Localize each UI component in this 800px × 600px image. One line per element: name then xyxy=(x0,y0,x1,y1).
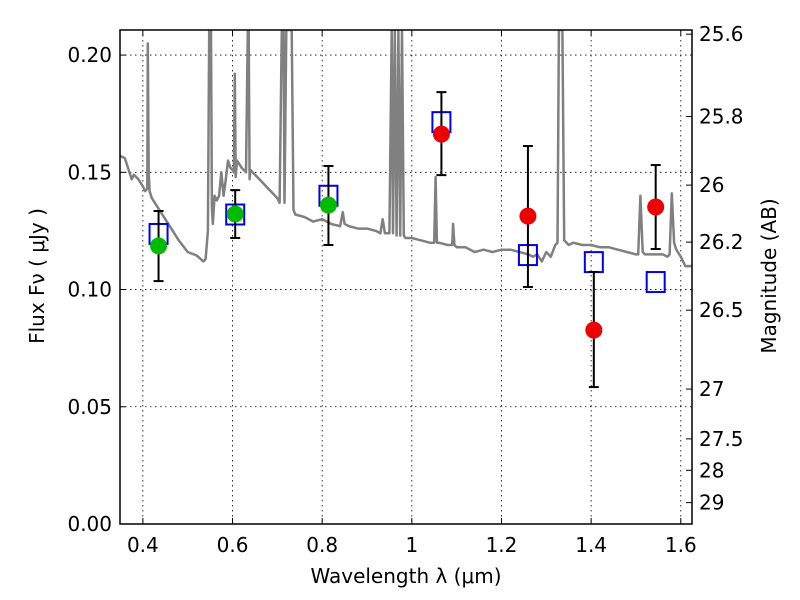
mag-tick-label: 25.6 xyxy=(699,22,744,46)
x-tick-label: 1.4 xyxy=(575,533,607,557)
model-square-marker xyxy=(645,271,666,294)
x-axis-label: Wavelength λ (μm) xyxy=(310,564,501,588)
mag-tick-label: 25.8 xyxy=(699,105,744,129)
x-tick-label: 0.4 xyxy=(127,533,159,557)
y-tick-label: 0.20 xyxy=(67,43,112,67)
x-tick-label: 1 xyxy=(405,533,418,557)
y-tick-label: 0.10 xyxy=(67,278,112,302)
spectrum-layer xyxy=(120,30,692,268)
observed-flux-point xyxy=(319,196,337,214)
y-tick-label: 0.15 xyxy=(67,160,112,184)
y-axis-label: Flux Fν ( μJy ) xyxy=(25,208,49,344)
mag-tick-label: 27 xyxy=(699,377,724,401)
observed-flux-point xyxy=(150,237,168,255)
mag-tick-label: 29 xyxy=(699,491,724,515)
mag-tick-label: 26 xyxy=(699,173,724,197)
observed-flux-point xyxy=(226,205,244,223)
observed-flux-point xyxy=(647,198,665,216)
mag-tick-label: 28 xyxy=(699,458,724,482)
observed-flux-point xyxy=(432,125,450,143)
x-tick-label: 1.2 xyxy=(486,533,518,557)
points-layer xyxy=(148,91,666,389)
plot-frame xyxy=(119,29,693,525)
axes-layer: 0.4 0.6 0.8 1 1.2 1.4 1.6 0.00 0.05 0.10 0.15 0.20 2… xyxy=(67,22,743,557)
y-right-axis-label: Magnitude (AB) xyxy=(757,198,781,353)
y-tick-label: 0.00 xyxy=(67,512,112,536)
x-tick-label: 0.8 xyxy=(306,533,338,557)
y-tick-label: 0.05 xyxy=(67,395,112,419)
x-tick-label: 0.6 xyxy=(217,533,249,557)
mag-tick-label: 27.5 xyxy=(699,427,744,451)
model-spectrum-line xyxy=(120,30,692,268)
observed-flux-point xyxy=(519,207,537,225)
mag-tick-label: 26.5 xyxy=(699,298,744,322)
observed-flux-point xyxy=(585,321,603,339)
x-tick-label: 1.6 xyxy=(665,533,697,557)
mag-tick-label: 26.2 xyxy=(699,230,744,254)
